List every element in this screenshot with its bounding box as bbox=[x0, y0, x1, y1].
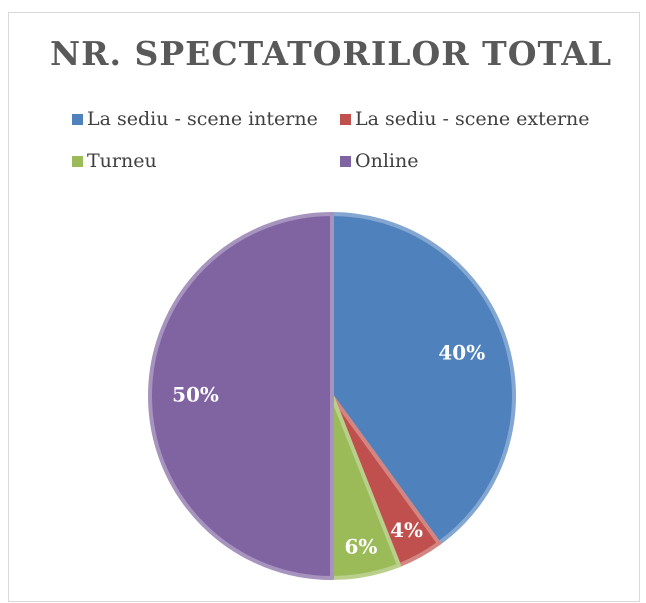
legend-swatch bbox=[72, 114, 83, 125]
data-label: 4% bbox=[390, 518, 423, 542]
data-label: 6% bbox=[345, 534, 378, 558]
data-label: 40% bbox=[438, 340, 485, 364]
data-label: 50% bbox=[172, 383, 219, 407]
legend-swatch bbox=[340, 114, 351, 125]
legend-swatch bbox=[72, 156, 83, 167]
chart-title: NR. SPECTATORILOR TOTAL bbox=[50, 34, 612, 73]
legend-swatch bbox=[340, 156, 351, 167]
pie-slice bbox=[330, 212, 516, 546]
legend-label: Turneu bbox=[87, 150, 157, 172]
pie-slice bbox=[148, 212, 334, 580]
legend-label: La sediu - scene interne bbox=[87, 108, 318, 130]
legend-label: La sediu - scene externe bbox=[355, 108, 590, 130]
legend-label: Online bbox=[355, 150, 418, 172]
